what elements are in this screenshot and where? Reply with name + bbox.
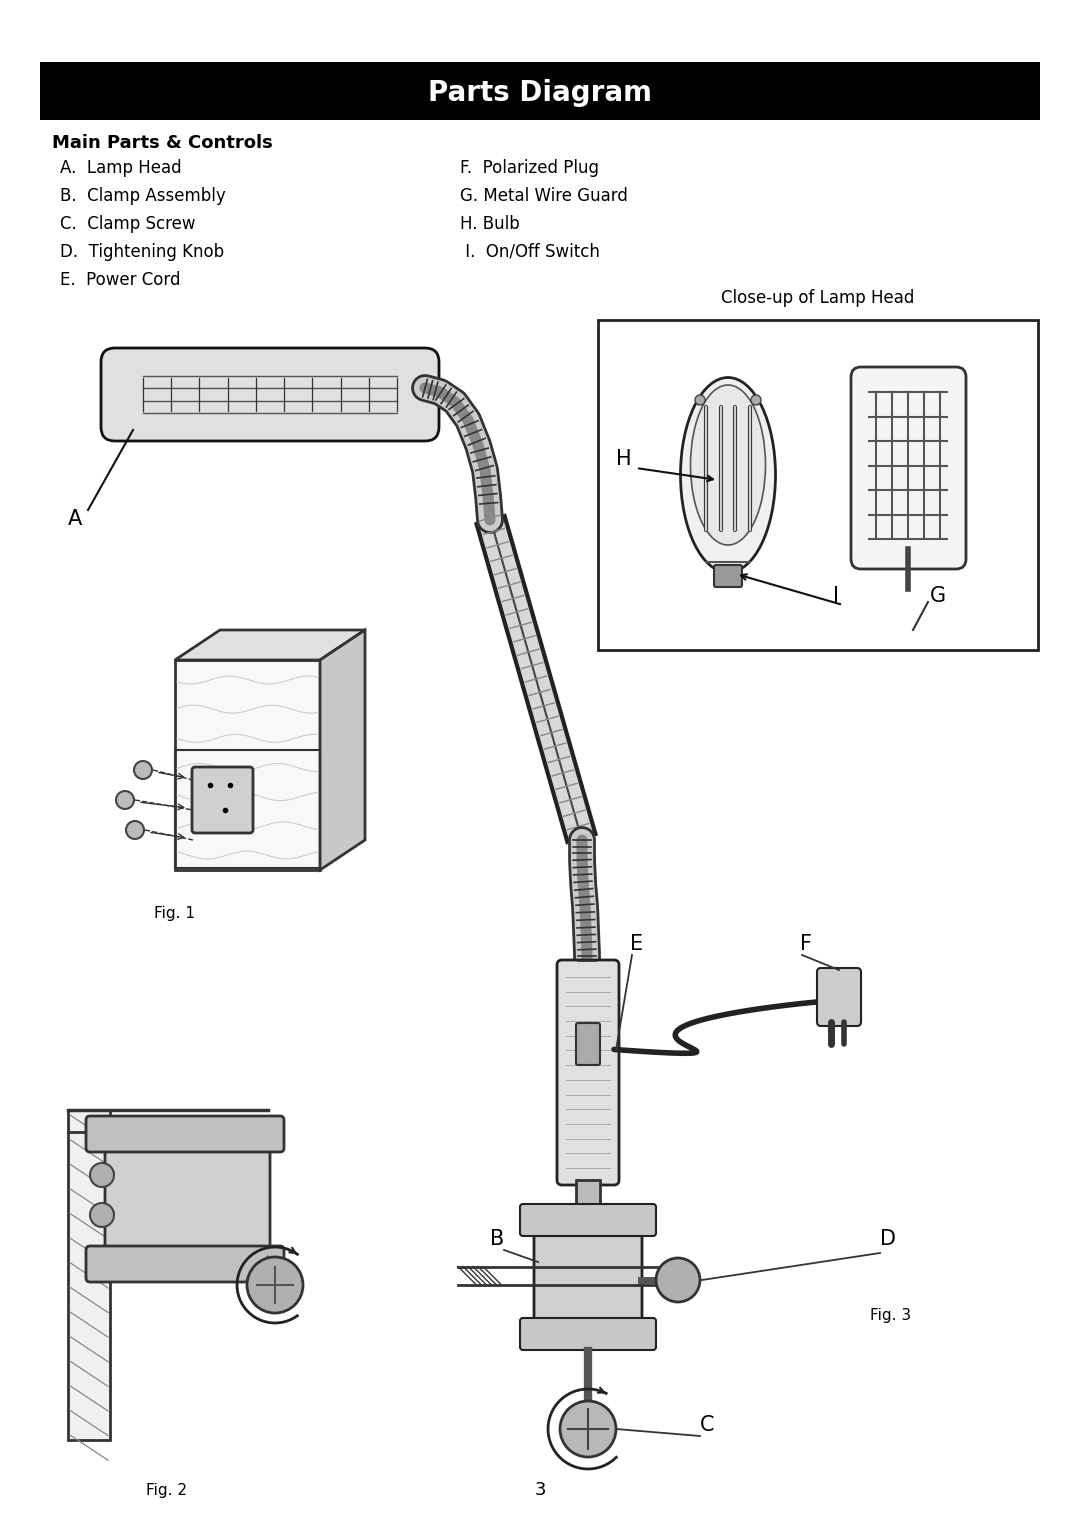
Bar [40, 63, 1040, 121]
Text: B: B [490, 1229, 504, 1249]
FancyBboxPatch shape [102, 348, 438, 441]
Text: Main Parts & Controls: Main Parts & Controls [52, 134, 273, 153]
Circle shape [656, 1258, 700, 1303]
Text: G: G [930, 586, 946, 606]
FancyBboxPatch shape [86, 1116, 284, 1151]
Text: Fig. 2: Fig. 2 [147, 1483, 188, 1498]
Circle shape [751, 395, 761, 405]
Text: Close-up of Lamp Head: Close-up of Lamp Head [721, 289, 915, 307]
Text: 3: 3 [535, 1481, 545, 1500]
Text: C.  Clamp Screw: C. Clamp Screw [60, 215, 195, 234]
Text: F.  Polarized Plug: F. Polarized Plug [460, 159, 599, 177]
FancyBboxPatch shape [557, 960, 619, 1185]
Bar [576, 1180, 600, 1235]
Circle shape [90, 1203, 114, 1228]
Text: A.  Lamp Head: A. Lamp Head [60, 159, 181, 177]
Circle shape [247, 1257, 303, 1313]
FancyBboxPatch shape [105, 1145, 270, 1260]
Bar [175, 660, 320, 870]
Text: E: E [630, 935, 643, 954]
Text: A: A [68, 508, 82, 528]
Text: B.  Clamp Assembly: B. Clamp Assembly [60, 186, 226, 205]
Text: I: I [833, 586, 839, 606]
FancyBboxPatch shape [816, 968, 861, 1026]
Bar [68, 1110, 110, 1440]
Polygon shape [175, 631, 365, 660]
FancyBboxPatch shape [714, 565, 742, 586]
FancyBboxPatch shape [519, 1203, 656, 1235]
FancyBboxPatch shape [576, 1023, 600, 1064]
Circle shape [90, 1164, 114, 1186]
Text: D: D [880, 1229, 896, 1249]
FancyBboxPatch shape [851, 366, 966, 570]
Circle shape [116, 791, 134, 809]
Ellipse shape [680, 377, 775, 573]
Polygon shape [320, 631, 365, 870]
Circle shape [696, 395, 705, 405]
Circle shape [126, 822, 144, 838]
FancyBboxPatch shape [519, 1318, 656, 1350]
FancyBboxPatch shape [192, 767, 253, 834]
Circle shape [561, 1400, 616, 1457]
Ellipse shape [690, 385, 766, 545]
Text: G. Metal Wire Guard: G. Metal Wire Guard [460, 186, 627, 205]
Text: Fig. 1: Fig. 1 [154, 906, 195, 921]
Text: I.  On/Off Switch: I. On/Off Switch [460, 243, 599, 261]
Text: E.  Power Cord: E. Power Cord [60, 270, 180, 289]
Text: F: F [800, 935, 812, 954]
FancyBboxPatch shape [86, 1246, 284, 1283]
Text: Parts Diagram: Parts Diagram [428, 79, 652, 107]
Bar [175, 750, 320, 867]
Bar [598, 321, 1038, 651]
FancyBboxPatch shape [534, 1231, 642, 1328]
Circle shape [134, 760, 152, 779]
Text: D.  Tightening Knob: D. Tightening Knob [60, 243, 225, 261]
Text: H: H [616, 449, 632, 469]
Text: C: C [700, 1416, 715, 1435]
Text: H. Bulb: H. Bulb [460, 215, 519, 234]
Text: Fig. 3: Fig. 3 [870, 1309, 912, 1322]
